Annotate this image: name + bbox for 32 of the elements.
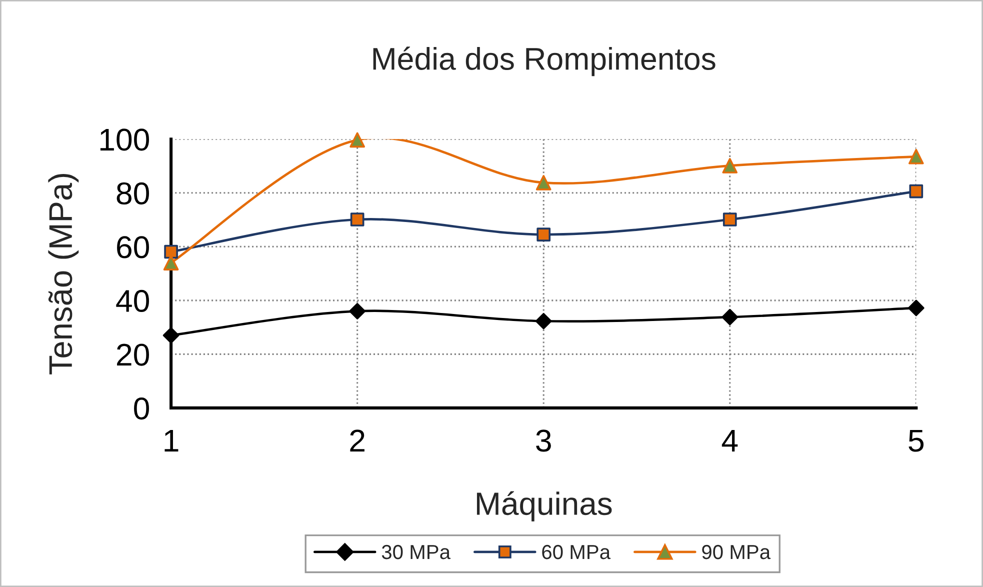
point: [536, 175, 552, 190]
legend-label: 60 MPa: [542, 544, 611, 560]
y-tick-label: 0: [134, 397, 149, 420]
point: [908, 148, 924, 164]
point: [535, 312, 552, 330]
point: [536, 228, 551, 242]
y-tick-label: 40: [116, 290, 149, 312]
point: [722, 212, 737, 226]
point: [908, 300, 924, 316]
point: [164, 244, 178, 259]
y-tick-label: 80: [116, 182, 149, 205]
y-tick-label: 60: [117, 236, 149, 258]
x-tick-label: 1: [164, 430, 178, 452]
y-tick-label: 20: [117, 344, 149, 366]
x-tick-label: 4: [722, 430, 738, 452]
legend-label: 30 MPa: [382, 544, 451, 560]
x-axis-title: Máquinas: [476, 491, 612, 522]
point: [350, 212, 364, 226]
point: [163, 255, 179, 270]
x-tick-label: 5: [908, 430, 924, 452]
y-axis-title: Tensão (MPa): [48, 174, 79, 374]
point: [162, 327, 180, 344]
y-tick-label: 100: [100, 128, 149, 151]
x-tick-label: 2: [350, 430, 364, 452]
point: [349, 302, 366, 320]
chart-title: Média dos Rompimentos: [373, 46, 716, 76]
point: [722, 158, 738, 174]
point: [722, 308, 738, 326]
x-tick-label: 3: [536, 430, 551, 452]
point: [350, 132, 365, 148]
legend-label: 90 MPa: [702, 544, 771, 560]
point: [909, 184, 924, 198]
